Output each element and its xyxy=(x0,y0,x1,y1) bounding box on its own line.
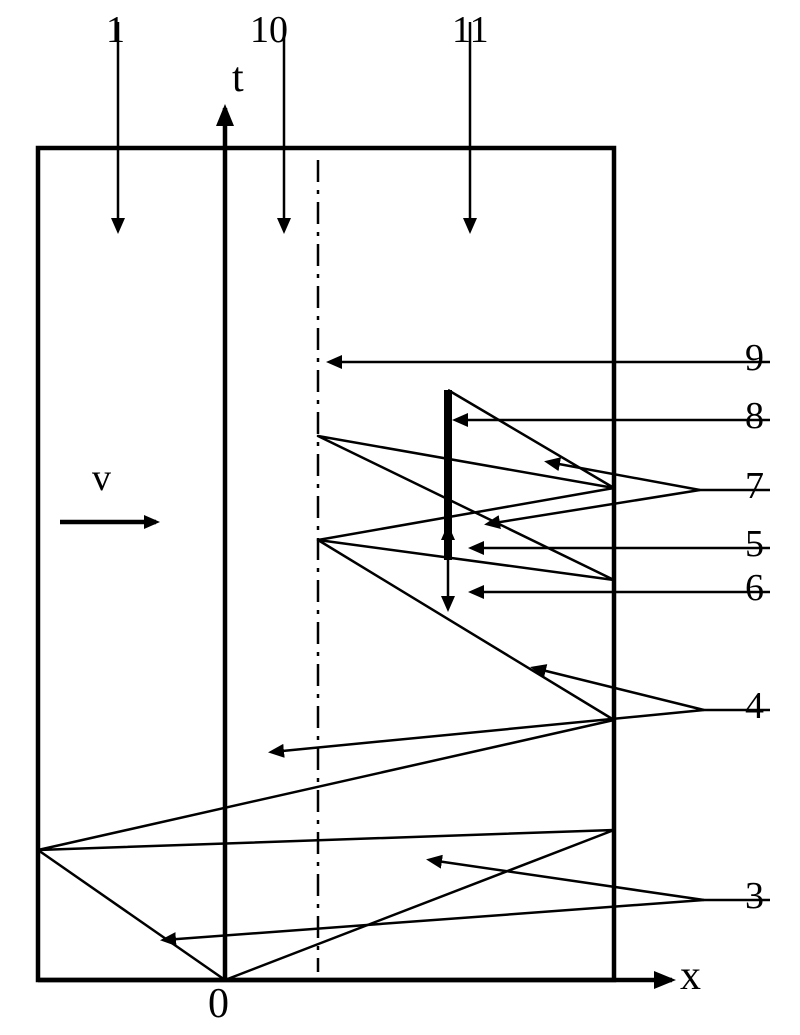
label-11: 11 xyxy=(452,8,489,52)
label-4: 4 xyxy=(745,684,764,728)
wave-path xyxy=(38,390,614,980)
label-6: 6 xyxy=(745,566,764,610)
label-10: 10 xyxy=(250,8,288,52)
diagram xyxy=(0,0,800,1035)
v-label: v xyxy=(92,456,111,500)
t-axis-label: t xyxy=(232,54,244,102)
label-1: 1 xyxy=(106,8,125,52)
label-8: 8 xyxy=(745,394,764,438)
label-5: 5 xyxy=(745,522,764,566)
label-3: 3 xyxy=(745,874,764,918)
x-axis-label: x xyxy=(680,952,701,1000)
origin-label: 0 xyxy=(208,980,229,1028)
label-9: 9 xyxy=(745,336,764,380)
label-7: 7 xyxy=(745,464,764,508)
frame xyxy=(38,148,614,980)
